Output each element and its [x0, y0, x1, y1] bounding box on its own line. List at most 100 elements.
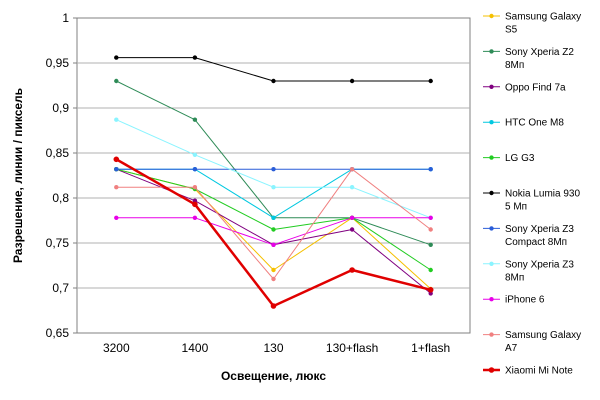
series-6 [114, 167, 433, 172]
legend-item: Sony Xperia Z2 8Мп [483, 47, 574, 71]
data-point [192, 185, 198, 190]
y-tick-label: 0,85 [46, 146, 70, 160]
series-9 [114, 167, 433, 282]
legend-swatch-marker [489, 261, 494, 266]
data-point [114, 215, 119, 220]
data-point [114, 167, 119, 172]
legend-label: S5 [505, 25, 518, 36]
data-point [349, 215, 355, 220]
y-tick-label: 0,8 [52, 191, 69, 205]
legend-label: Sony Xperia Z3 [505, 224, 574, 235]
legend-label: 8Мп [505, 272, 524, 283]
legend-swatch-marker [489, 155, 494, 160]
legend-label: Compact 8Мп [505, 237, 567, 248]
data-point [192, 55, 198, 60]
legend-label: Sony Xperia Z2 [505, 47, 574, 58]
data-point [428, 267, 433, 273]
y-tick-label: 0,75 [46, 236, 70, 250]
data-point [271, 242, 276, 247]
legend-item: Sony Xperia Z3 8Мп [483, 259, 574, 283]
legend-item: Sony Xperia Z3 Compact 8Мп [483, 224, 574, 248]
legend-label: A7 [505, 343, 518, 354]
series-5 [114, 55, 433, 84]
legend-item: iPhone 6 [483, 295, 545, 306]
data-point [349, 185, 355, 190]
data-point [114, 185, 119, 190]
legend-swatch-marker [489, 190, 494, 196]
y-tick-label: 0,7 [52, 281, 69, 295]
x-tick-label: 1400 [182, 341, 209, 355]
legend-item: Xiaomi Mi Note [483, 366, 573, 377]
y-tick-label: 0,95 [46, 56, 70, 70]
y-tick-labels: 0,65 0,7 0,75 0,8 0,85 0,9 0,95 1 [46, 11, 77, 340]
legend-item: HTC One M8 [483, 118, 564, 129]
legend-label: Samsung Galaxy [505, 330, 581, 341]
y-axis-title: Разрешение, линии / пиксель [11, 88, 25, 263]
legend-label: Nokia Lumia 930 [505, 189, 580, 200]
data-point [428, 167, 433, 172]
legend-item: Samsung Galaxy A7 [483, 330, 581, 354]
data-point [428, 227, 433, 232]
legend-item: Oppo Find 7a [483, 82, 566, 93]
data-point [349, 78, 355, 84]
legend-label: LG G3 [505, 153, 535, 164]
data-point [192, 117, 198, 122]
data-point [192, 167, 198, 172]
data-point [114, 55, 119, 60]
series-8 [114, 215, 433, 247]
data-point [271, 215, 276, 220]
legend-label: Oppo Find 7a [505, 82, 566, 93]
legend-label: Sony Xperia Z3 [505, 259, 574, 270]
x-axis-title: Освещение, люкс [221, 369, 326, 383]
legend-item: Samsung Galaxy S5 [483, 12, 581, 36]
legend-item: Nokia Lumia 930 5 Мп [483, 189, 580, 213]
data-point [271, 78, 276, 84]
series-lines [113, 55, 434, 309]
legend-swatch-marker [489, 226, 494, 231]
legend-label: 8Мп [505, 60, 524, 71]
data-point [192, 215, 198, 220]
series-10 [113, 156, 434, 309]
data-point [427, 287, 434, 293]
data-point [270, 303, 277, 309]
legend-swatch-marker [488, 367, 495, 373]
data-point [113, 156, 120, 163]
legend: Samsung Galaxy S5 Sony Xperia Z2 8Мп Oppo Fi… [483, 12, 581, 377]
legend-label: Samsung Galaxy [505, 12, 581, 23]
legend-label: Xiaomi Mi Note [505, 366, 573, 377]
series-4 [114, 167, 433, 273]
legend-swatch-marker [489, 332, 494, 337]
y-tick-label: 0,65 [46, 326, 70, 340]
x-tick-label: 1+flash [411, 341, 450, 355]
legend-swatch-marker [489, 84, 494, 90]
y-tick-label: 0,9 [52, 101, 69, 115]
data-point [349, 227, 355, 232]
y-tick-label: 1 [62, 11, 69, 25]
data-point [271, 167, 276, 172]
legend-label: iPhone 6 [505, 295, 545, 306]
data-point [192, 152, 198, 157]
legend-swatch-marker [489, 297, 494, 302]
data-point [192, 201, 198, 208]
legend-item: LG G3 [483, 153, 535, 164]
data-point [114, 78, 119, 84]
legend-label: 5 Мп [505, 202, 527, 213]
x-tick-label: 130+flash [326, 341, 378, 355]
data-point [271, 227, 276, 232]
data-point [271, 276, 276, 282]
x-tick-labels: 3200 1400 130 130+flash 1+flash [103, 341, 450, 355]
legend-swatch-marker [489, 13, 494, 19]
x-tick-label: 130 [263, 341, 283, 355]
data-point [349, 167, 355, 172]
legend-swatch-marker [489, 120, 494, 125]
grid-lines [77, 62, 470, 289]
legend-swatch-marker [489, 49, 494, 54]
data-point [271, 267, 276, 273]
data-point [271, 185, 276, 190]
data-point [349, 267, 355, 273]
data-point [428, 242, 433, 247]
data-point [428, 215, 433, 220]
data-point [428, 78, 433, 84]
